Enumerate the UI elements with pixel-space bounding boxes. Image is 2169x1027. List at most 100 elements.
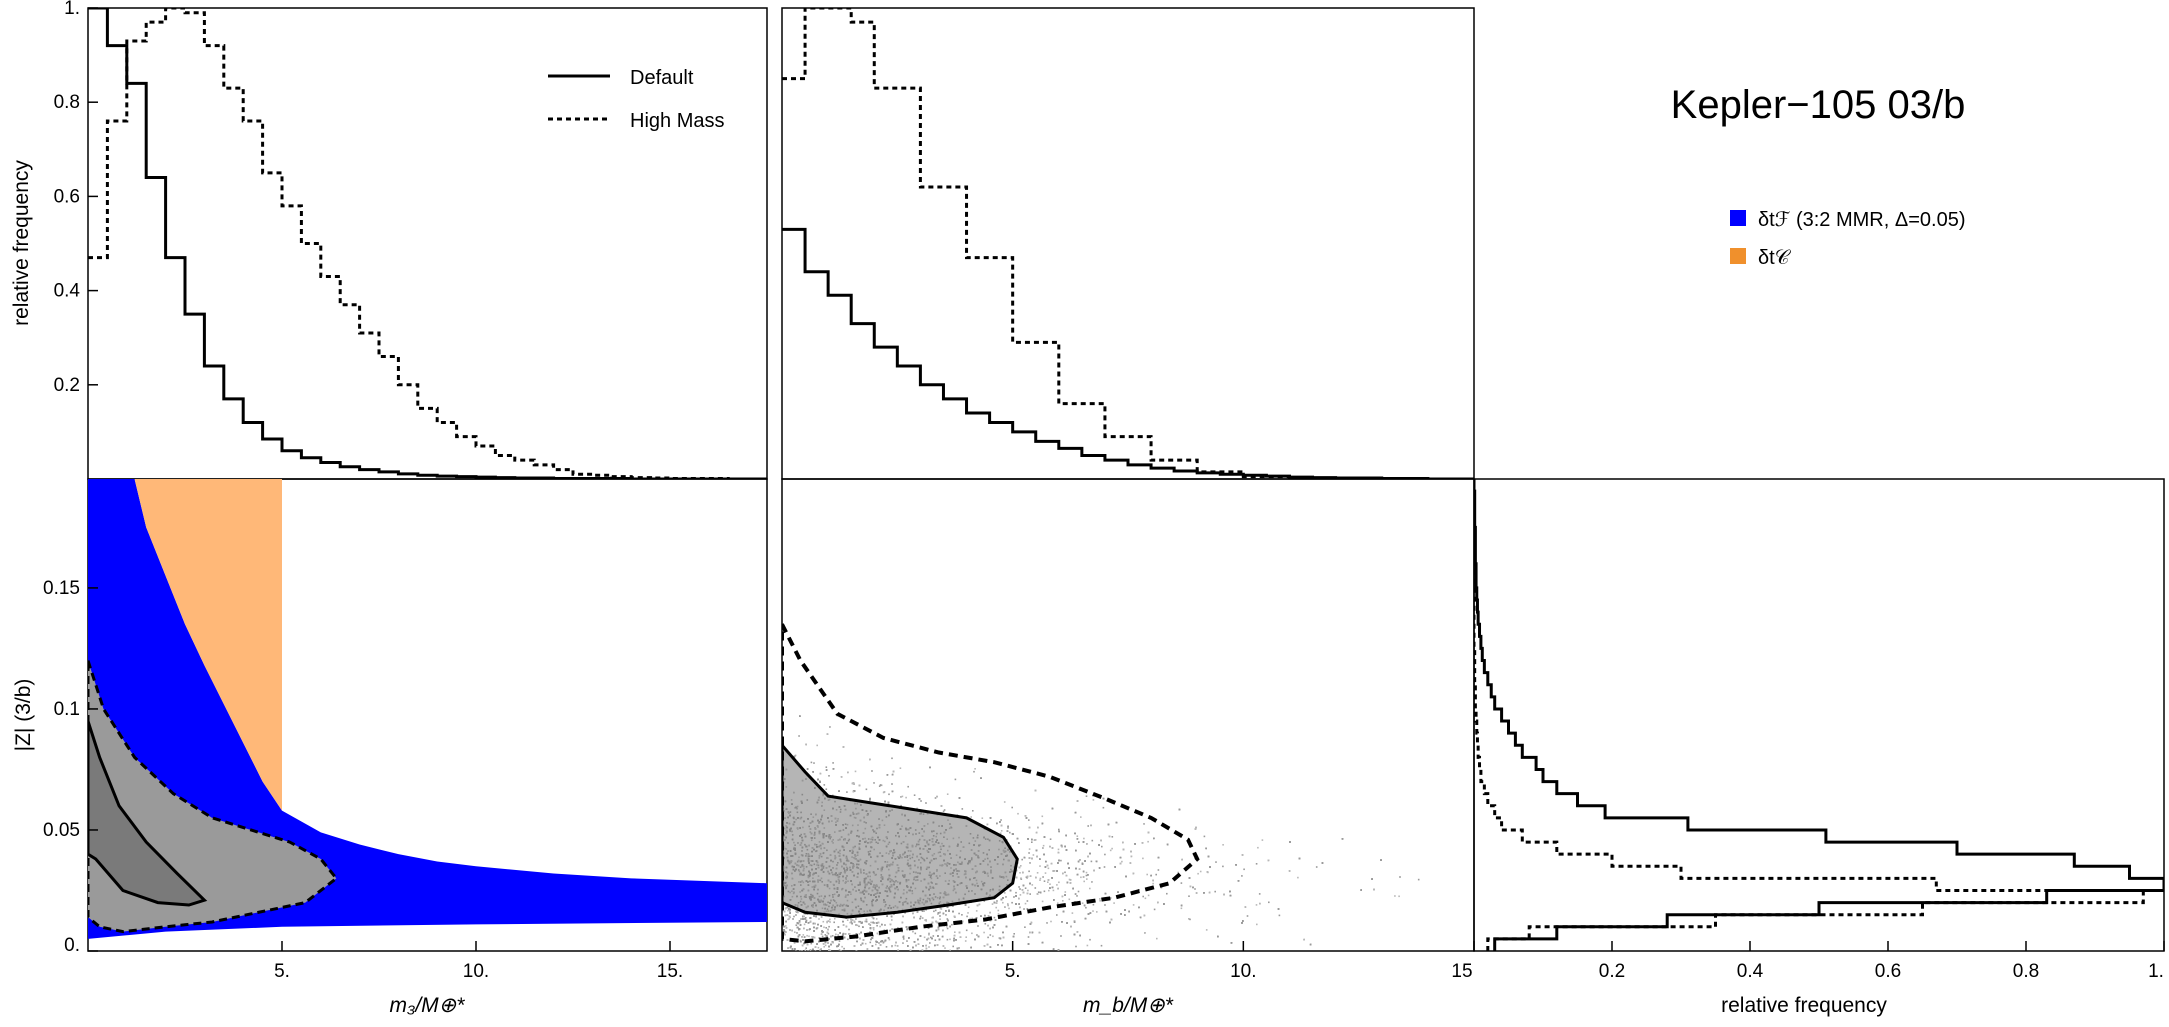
scatter-point xyxy=(1188,895,1190,897)
scatter-point xyxy=(1031,884,1034,886)
scatter-point xyxy=(858,925,860,928)
scatter-point xyxy=(827,932,830,935)
scatter-point xyxy=(970,816,972,818)
scatter-point xyxy=(1194,888,1196,890)
scatter-point xyxy=(934,909,937,912)
blue-region xyxy=(88,479,767,939)
scatter-point xyxy=(823,784,826,786)
scatter-point xyxy=(965,936,967,938)
scatter-point xyxy=(1155,873,1157,876)
scatter-point xyxy=(1086,944,1089,947)
scatter-point xyxy=(811,936,813,938)
scatter-point xyxy=(1026,877,1028,879)
scatter-point xyxy=(983,931,985,934)
scatter-point xyxy=(1243,868,1245,871)
scatter-point xyxy=(965,929,968,932)
scatter-point xyxy=(1101,845,1103,848)
scatter-point xyxy=(833,921,835,924)
scatter-point xyxy=(810,942,813,945)
scatter-point xyxy=(1222,865,1224,868)
scatter-point xyxy=(967,912,969,914)
scatter-point xyxy=(888,793,890,796)
scatter-point xyxy=(1157,869,1160,871)
scatter-point xyxy=(1099,900,1101,902)
scatter-point xyxy=(1013,933,1015,935)
scatter-point xyxy=(1049,883,1051,885)
scatter-point xyxy=(1043,890,1046,893)
scatter-point xyxy=(1043,880,1046,882)
scatter-point xyxy=(1142,895,1144,898)
scatter-point xyxy=(1153,908,1156,911)
scatter-point xyxy=(900,804,902,807)
scatter-point xyxy=(1256,923,1258,926)
scatter-point xyxy=(875,918,878,920)
scatter-point xyxy=(1102,806,1105,809)
scatter-point xyxy=(1147,894,1150,897)
scatter-point xyxy=(995,906,997,909)
scatter-point xyxy=(865,788,868,791)
scatter-point xyxy=(964,940,967,942)
scatter-point xyxy=(1146,873,1148,876)
scatter-point xyxy=(821,935,824,938)
scatter-point xyxy=(967,906,970,909)
scatter-point xyxy=(803,923,806,926)
scatter-point xyxy=(1004,892,1006,894)
scatter-point xyxy=(1087,825,1089,827)
orange-region xyxy=(134,479,282,811)
scatter-point xyxy=(1197,872,1199,875)
scatter-point xyxy=(929,942,931,944)
scatter-point xyxy=(1050,920,1052,923)
scatter-point xyxy=(846,919,849,921)
scatter-point xyxy=(1075,945,1077,948)
scatter-point xyxy=(799,939,802,942)
scatter-point xyxy=(1085,874,1088,877)
scatter-point xyxy=(1048,889,1050,892)
scatter-point xyxy=(902,935,905,937)
scatter-point xyxy=(841,945,843,948)
scatter-point xyxy=(1019,894,1022,896)
scatter-point xyxy=(795,924,798,926)
scatter-point xyxy=(826,920,828,923)
scatter-point xyxy=(973,770,975,773)
scatter-point xyxy=(1060,859,1062,862)
scatter-point xyxy=(816,744,818,747)
scatter-point xyxy=(825,788,828,790)
scatter-point xyxy=(1057,902,1059,904)
region-plot-m3 xyxy=(88,479,767,939)
scatter-point xyxy=(1019,872,1021,874)
scatter-point xyxy=(966,915,968,918)
scatter-point xyxy=(1037,891,1040,893)
scatter-point xyxy=(1056,914,1058,916)
scatter-point xyxy=(971,932,973,935)
panel-top-mid-frame xyxy=(781,7,1475,480)
scatter-point xyxy=(1027,936,1030,938)
scatter-point xyxy=(975,910,978,912)
scatter-point xyxy=(1111,836,1114,838)
scatter-point xyxy=(869,924,872,926)
scatter-point xyxy=(989,934,992,936)
scatter-point xyxy=(901,795,904,798)
scatter-point xyxy=(1057,848,1060,851)
scatter-point xyxy=(1036,872,1039,874)
scatter-point xyxy=(1092,799,1095,801)
contour-outer xyxy=(88,660,339,934)
scatter-point xyxy=(885,946,888,948)
scatter-point xyxy=(1028,819,1030,821)
scatter-point xyxy=(870,921,872,924)
scatter-point xyxy=(1062,900,1064,902)
scatter-point xyxy=(819,780,821,782)
scatter-point xyxy=(943,809,946,811)
scatter-point xyxy=(891,757,893,760)
scatter-point xyxy=(808,935,810,938)
scatter-point xyxy=(876,924,878,927)
scatter-point xyxy=(878,785,881,787)
contour-inner xyxy=(88,720,208,907)
scatter-point xyxy=(1113,902,1115,904)
scatter-point xyxy=(1222,844,1224,846)
scatter-point xyxy=(946,927,949,930)
scatter-point xyxy=(1268,901,1270,904)
scatter-point xyxy=(1039,877,1042,880)
scatter-point xyxy=(961,914,963,916)
scatter-point xyxy=(1044,872,1047,874)
scatter-point xyxy=(1203,835,1206,838)
